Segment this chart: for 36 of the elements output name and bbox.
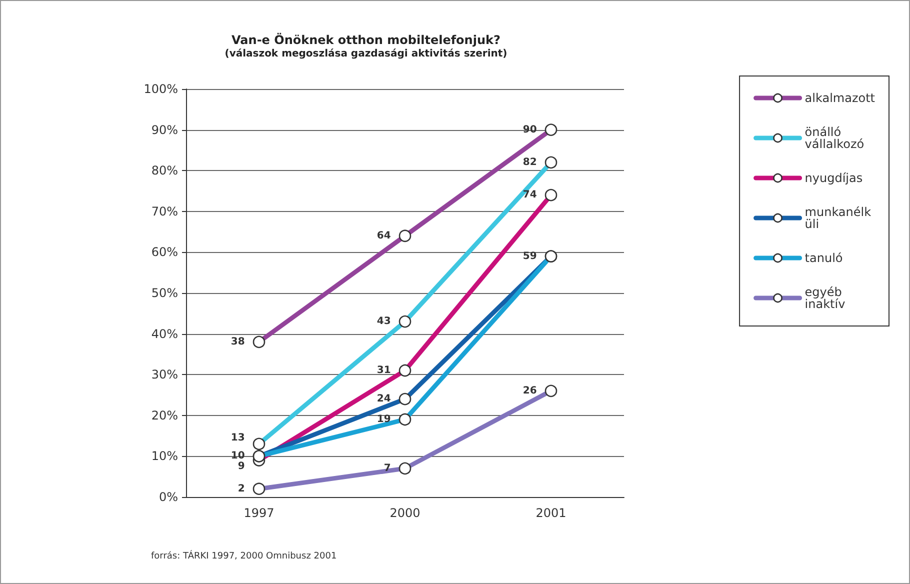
y-tick-label: 80%	[151, 164, 178, 178]
data-label: 2	[238, 483, 245, 494]
data-label: 26	[522, 385, 537, 396]
y-tick-label: 50%	[151, 286, 178, 300]
legend-label: önálló vállalkozó	[804, 125, 864, 151]
x-tick-label: 2000	[390, 506, 420, 520]
y-tick-label: 20%	[151, 408, 178, 422]
data-label: 13	[230, 432, 245, 444]
legend-label: alkalmazott	[804, 91, 876, 105]
data-label: 82	[522, 156, 537, 168]
chart-title: Van-e Önöknek otthon mobiltelefonjuk?	[232, 32, 500, 47]
legend-label: munkanélküli	[804, 205, 872, 231]
x-tick-label: 2001	[536, 506, 566, 520]
legend-label: nyugdíjas	[804, 171, 863, 185]
y-tick-label: 40%	[151, 326, 178, 341]
data-label: 9	[238, 460, 245, 472]
x-tick-label: 1997	[244, 506, 274, 520]
y-tick-label: 90%	[151, 122, 178, 137]
data-label: 19	[376, 414, 391, 425]
y-tick-label: 10%	[151, 449, 178, 464]
data-label: 59	[522, 250, 537, 262]
y-tick-label: 0%	[158, 490, 178, 504]
y-tick-label: 60%	[151, 245, 178, 260]
legend-label: egyéb inaktív	[804, 285, 846, 311]
y-tick-label: 100%	[144, 82, 178, 96]
data-label: 64	[376, 230, 391, 242]
data-label: 31	[376, 365, 391, 376]
legend-label: tanuló	[804, 251, 843, 265]
data-label: 74	[522, 190, 537, 201]
text: forrás: TÁRKI 1997, 2000 Omnibusz 2001	[151, 550, 337, 562]
data-label: 38	[230, 336, 245, 348]
data-label: 43	[376, 316, 391, 328]
y-tick-label: 70%	[151, 204, 178, 218]
y-tick-label: 30%	[151, 368, 178, 382]
chart-subtitle: (válaszok megoszlása gazdasági aktivitás szerint)	[224, 48, 508, 60]
data-label: 24	[376, 394, 391, 405]
